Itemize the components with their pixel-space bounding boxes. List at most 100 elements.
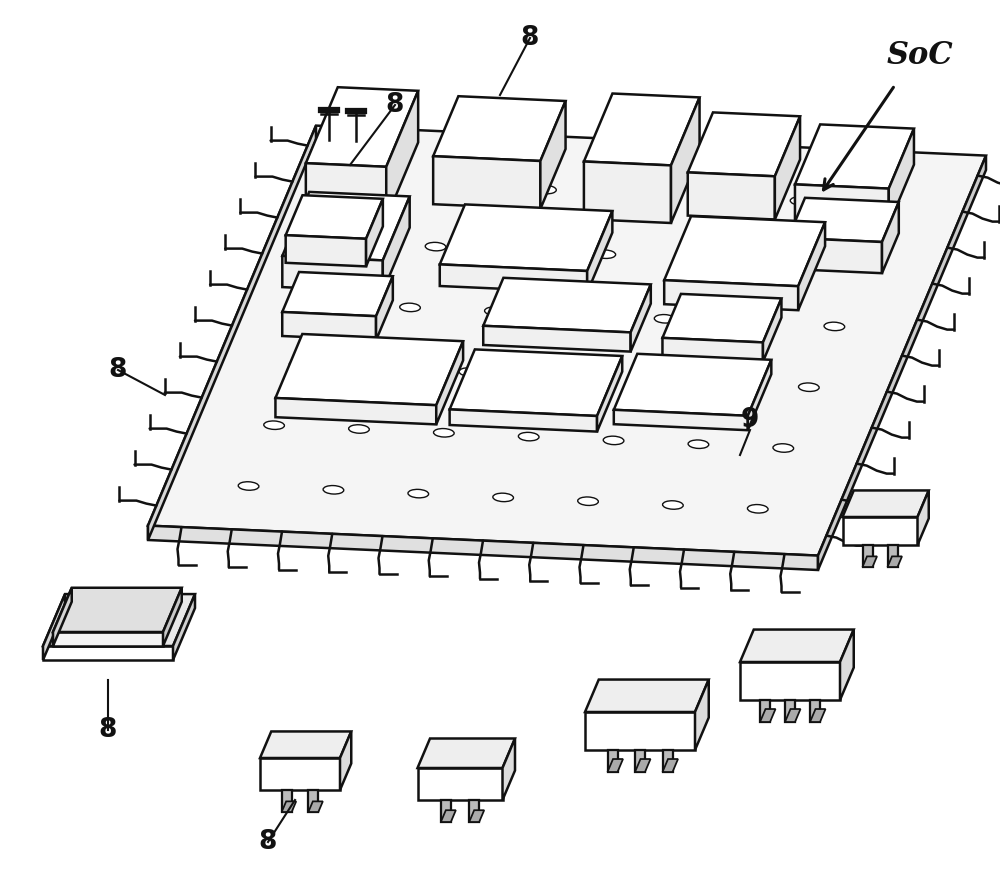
Polygon shape [53, 588, 72, 646]
Ellipse shape [349, 424, 369, 433]
Polygon shape [53, 632, 163, 646]
Text: 8: 8 [386, 92, 404, 118]
Ellipse shape [400, 303, 420, 312]
Ellipse shape [850, 262, 870, 270]
Polygon shape [760, 700, 770, 722]
Polygon shape [282, 272, 393, 316]
Polygon shape [788, 238, 882, 273]
Polygon shape [441, 800, 451, 822]
Polygon shape [483, 278, 651, 332]
Polygon shape [469, 800, 479, 822]
Polygon shape [688, 172, 775, 219]
Polygon shape [785, 700, 795, 722]
Polygon shape [748, 360, 771, 431]
Ellipse shape [578, 497, 598, 506]
Polygon shape [440, 204, 612, 271]
Polygon shape [662, 293, 781, 342]
Polygon shape [282, 192, 410, 261]
Polygon shape [597, 356, 622, 431]
Polygon shape [810, 700, 820, 722]
Polygon shape [608, 759, 623, 772]
Polygon shape [788, 198, 899, 242]
Polygon shape [376, 276, 393, 340]
Ellipse shape [773, 444, 794, 453]
Polygon shape [282, 312, 376, 340]
Polygon shape [308, 802, 323, 812]
Ellipse shape [654, 315, 675, 323]
Polygon shape [584, 162, 671, 223]
Polygon shape [635, 759, 650, 772]
Polygon shape [418, 738, 515, 768]
Polygon shape [43, 594, 195, 646]
Ellipse shape [536, 186, 556, 194]
Polygon shape [43, 646, 173, 660]
Polygon shape [43, 594, 65, 660]
Polygon shape [148, 126, 316, 540]
Ellipse shape [544, 371, 565, 380]
Polygon shape [584, 94, 700, 165]
Polygon shape [810, 709, 826, 722]
Ellipse shape [824, 322, 845, 331]
Polygon shape [483, 326, 631, 352]
Ellipse shape [747, 505, 768, 513]
Polygon shape [840, 629, 854, 700]
Ellipse shape [238, 482, 259, 491]
Polygon shape [614, 354, 771, 415]
Polygon shape [386, 91, 418, 218]
Polygon shape [862, 545, 872, 567]
Polygon shape [662, 759, 678, 772]
Polygon shape [671, 97, 700, 223]
Text: 8: 8 [99, 717, 117, 743]
Polygon shape [740, 662, 840, 700]
Ellipse shape [366, 178, 387, 187]
Polygon shape [418, 768, 503, 800]
Ellipse shape [688, 440, 709, 448]
Text: 8: 8 [259, 829, 277, 855]
Polygon shape [441, 811, 456, 822]
Ellipse shape [374, 364, 395, 372]
Text: 9: 9 [741, 407, 759, 433]
Polygon shape [740, 629, 854, 662]
Polygon shape [260, 731, 351, 758]
Polygon shape [148, 526, 818, 570]
Ellipse shape [493, 493, 513, 501]
Polygon shape [662, 338, 763, 362]
Ellipse shape [510, 246, 531, 255]
Ellipse shape [323, 485, 344, 494]
Text: 8: 8 [109, 357, 127, 383]
Polygon shape [282, 255, 383, 292]
Polygon shape [760, 709, 776, 722]
Polygon shape [275, 334, 463, 405]
Polygon shape [614, 410, 748, 431]
Ellipse shape [765, 257, 785, 266]
Ellipse shape [621, 189, 641, 198]
Polygon shape [366, 199, 383, 266]
Polygon shape [818, 156, 986, 570]
Polygon shape [664, 217, 825, 286]
Polygon shape [163, 588, 182, 646]
Polygon shape [587, 211, 612, 293]
Polygon shape [53, 588, 182, 632]
Polygon shape [918, 491, 929, 545]
Ellipse shape [603, 436, 624, 445]
Text: SoC: SoC [887, 40, 953, 71]
Ellipse shape [739, 318, 760, 327]
Polygon shape [842, 517, 918, 545]
Polygon shape [585, 680, 709, 712]
Polygon shape [286, 195, 383, 239]
Polygon shape [469, 811, 484, 822]
Polygon shape [148, 126, 986, 556]
Polygon shape [798, 222, 825, 310]
Ellipse shape [425, 242, 446, 251]
Polygon shape [260, 758, 340, 790]
Polygon shape [635, 750, 645, 772]
Ellipse shape [315, 300, 335, 308]
Polygon shape [173, 594, 195, 660]
Polygon shape [888, 545, 898, 567]
Polygon shape [688, 112, 800, 176]
Ellipse shape [714, 379, 734, 388]
Ellipse shape [629, 376, 649, 384]
Ellipse shape [663, 500, 683, 509]
Polygon shape [433, 96, 566, 161]
Polygon shape [888, 556, 902, 567]
